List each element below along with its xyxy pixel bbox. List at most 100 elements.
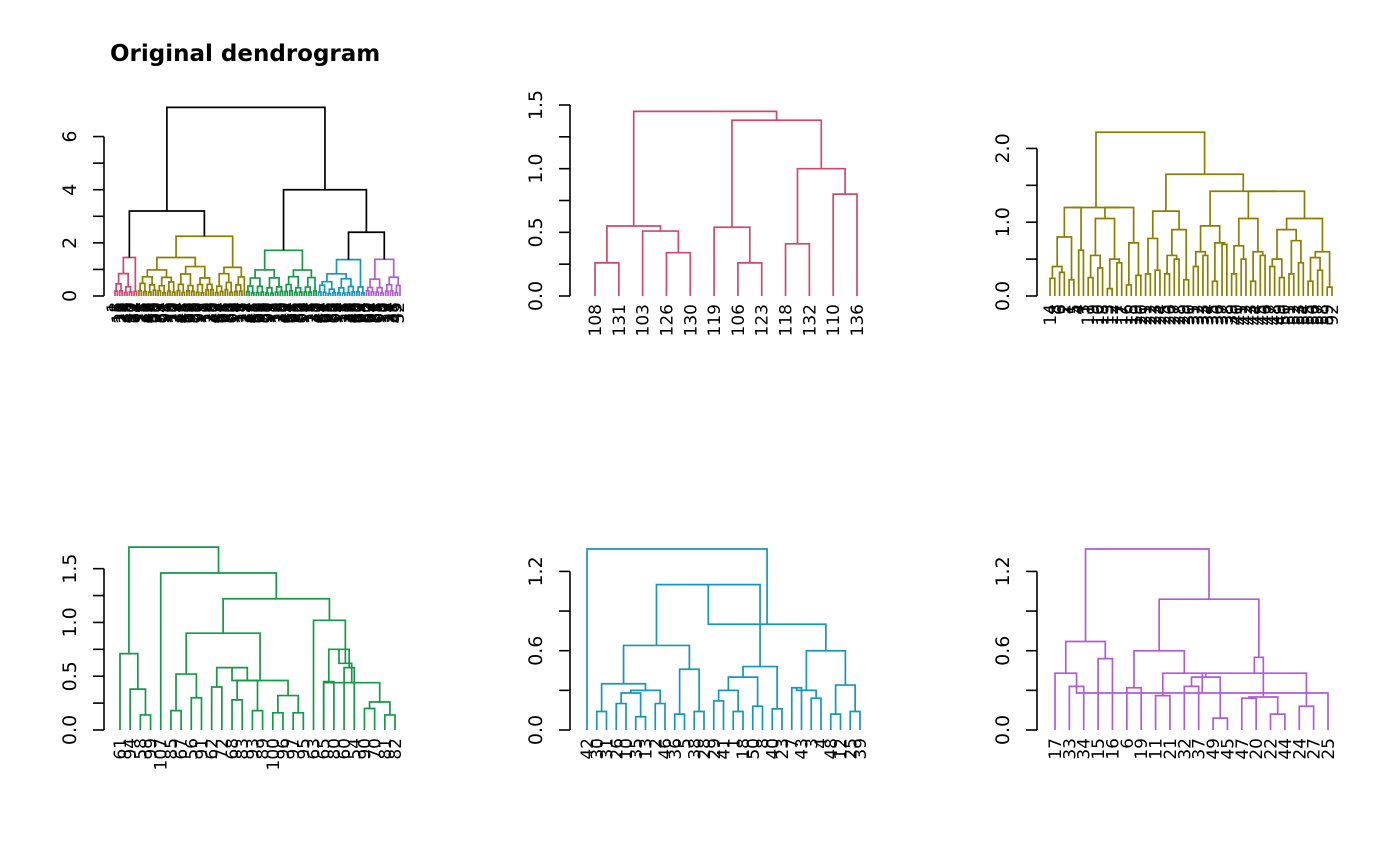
leaf-label: 43 [118,302,138,324]
leaf-label: 38 [384,302,404,324]
leaf-label: 42 [1237,304,1257,326]
leaf-label: 11 [298,302,318,324]
leaf-label: 32 [1175,738,1195,760]
leaf-label: 30 [588,738,608,760]
leaf-label: 26 [607,738,627,760]
leaf-label: 54 [1294,304,1314,326]
y-tick-label: 0.6 [525,636,547,666]
dendrogram-branch [1077,249,1085,296]
dendrogram-branch [322,291,327,296]
dendrogram-branch [245,290,250,296]
leaf-label: 82 [386,738,406,760]
leaf-label: 28 [1170,304,1190,326]
leaf-label: 76 [183,302,203,324]
leaf-label: 53 [346,302,366,324]
leaf-label: 49 [1204,738,1224,760]
leaf-label: 41 [715,738,735,760]
leaf-label: 99 [142,738,162,760]
y-tick-label: 1.2 [992,556,1014,586]
dendrogram-branch [235,284,242,292]
leaf-label: 24 [1290,738,1310,760]
dendrogram-branch [620,692,642,717]
leaf-label: 1 [104,302,124,313]
leaf-label: 16 [1117,304,1137,326]
y-tick-label: 0.0 [525,281,547,311]
dendrogram-branch [287,275,300,288]
dendrogram-branch [292,711,305,730]
dendrogram-branch [1326,286,1333,296]
leaf-label: 36 [116,302,136,324]
y-tick-label: 0 [59,290,81,302]
leaf-label: 89 [291,302,311,324]
dendrogram-branch [731,119,823,228]
dendrogram-branch [285,283,292,292]
leaf-label: 93 [243,738,263,760]
dendrogram-branch [654,702,666,730]
leaf-label: 7 [1108,304,1128,315]
leaf-label: 20 [1132,304,1152,326]
dendrogram-branch [332,291,337,296]
leaf-label: 17 [1046,738,1066,760]
leaf-label: 48 [1266,304,1286,326]
dendrogram-branch [1298,705,1315,730]
dendrogram-branch [260,291,265,296]
dendrogram-branch [206,283,213,290]
leaf-label: 75 [320,302,340,324]
leaf-label: 24 [379,302,399,324]
leaf-label: 40 [274,302,294,324]
dendrogram-branch [1089,254,1102,278]
dendrogram-branch [600,682,647,712]
leaf-label: 16 [1103,738,1123,760]
dendrogram-branch [115,283,122,292]
dendrogram-branch [1221,243,1228,296]
leaf-label: 14 [1041,304,1061,326]
dendrogram-branch [306,276,316,291]
dendrogram-branch [1259,254,1266,296]
dendrogram-branch [1106,287,1113,296]
leaf-label: 82 [288,302,308,324]
dendrogram-branch [1063,206,1082,251]
leaf-label: 58 [131,738,151,760]
leaf-label: 8 [1046,304,1066,315]
leaf-label: 61 [315,302,335,324]
leaf-label: 106 [729,304,749,336]
leaf-label: 30 [1180,304,1200,326]
leaf-label: 32 [305,302,325,324]
leaf-label: 28 [695,738,715,760]
leaf-label: 13 [1098,304,1118,326]
dendrogram-branch [389,289,394,296]
leaf-label: 25 [1319,738,1339,760]
dendrogram-branch [1271,258,1283,278]
dendrogram-branch [1248,696,1279,715]
leaf-label: 72 [213,738,233,760]
leaf-label: 27 [166,302,186,324]
leaf-label: 9 [1084,304,1104,315]
leaf-label: 28 [133,302,153,324]
leaf-label: 47 [207,302,227,324]
leaf-label: 33 [1060,738,1080,760]
dendrogram-branch [219,290,224,296]
y-tick-label: 0.0 [59,715,81,745]
dendrogram-branch [336,291,341,296]
dendrogram-branch [157,289,162,296]
dendrogram-branch [347,285,355,293]
leaf-label: 75 [286,302,306,324]
leaf-label: 46 [1256,304,1276,326]
dendrogram-branch [117,272,130,287]
dendrogram-branch [383,714,396,730]
dendrogram-branch [184,265,206,278]
dendrogram-branch [275,286,283,293]
dendrogram-branch [712,700,725,730]
dendrogram-branch [162,291,167,296]
dendrogram-branch [1135,274,1142,296]
leaf-label: 8 [754,738,774,749]
dendrogram-branch [168,281,175,293]
dendrogram-branch [810,697,822,730]
dendrogram-branch [133,290,138,296]
leaf-label: 48 [243,302,263,324]
leaf-label: 38 [685,738,705,760]
dendrogram-branch [1211,280,1219,296]
dendrogram-branch [147,291,152,296]
leaf-label: 89 [254,738,274,760]
leaf-label: 62 [203,738,223,760]
